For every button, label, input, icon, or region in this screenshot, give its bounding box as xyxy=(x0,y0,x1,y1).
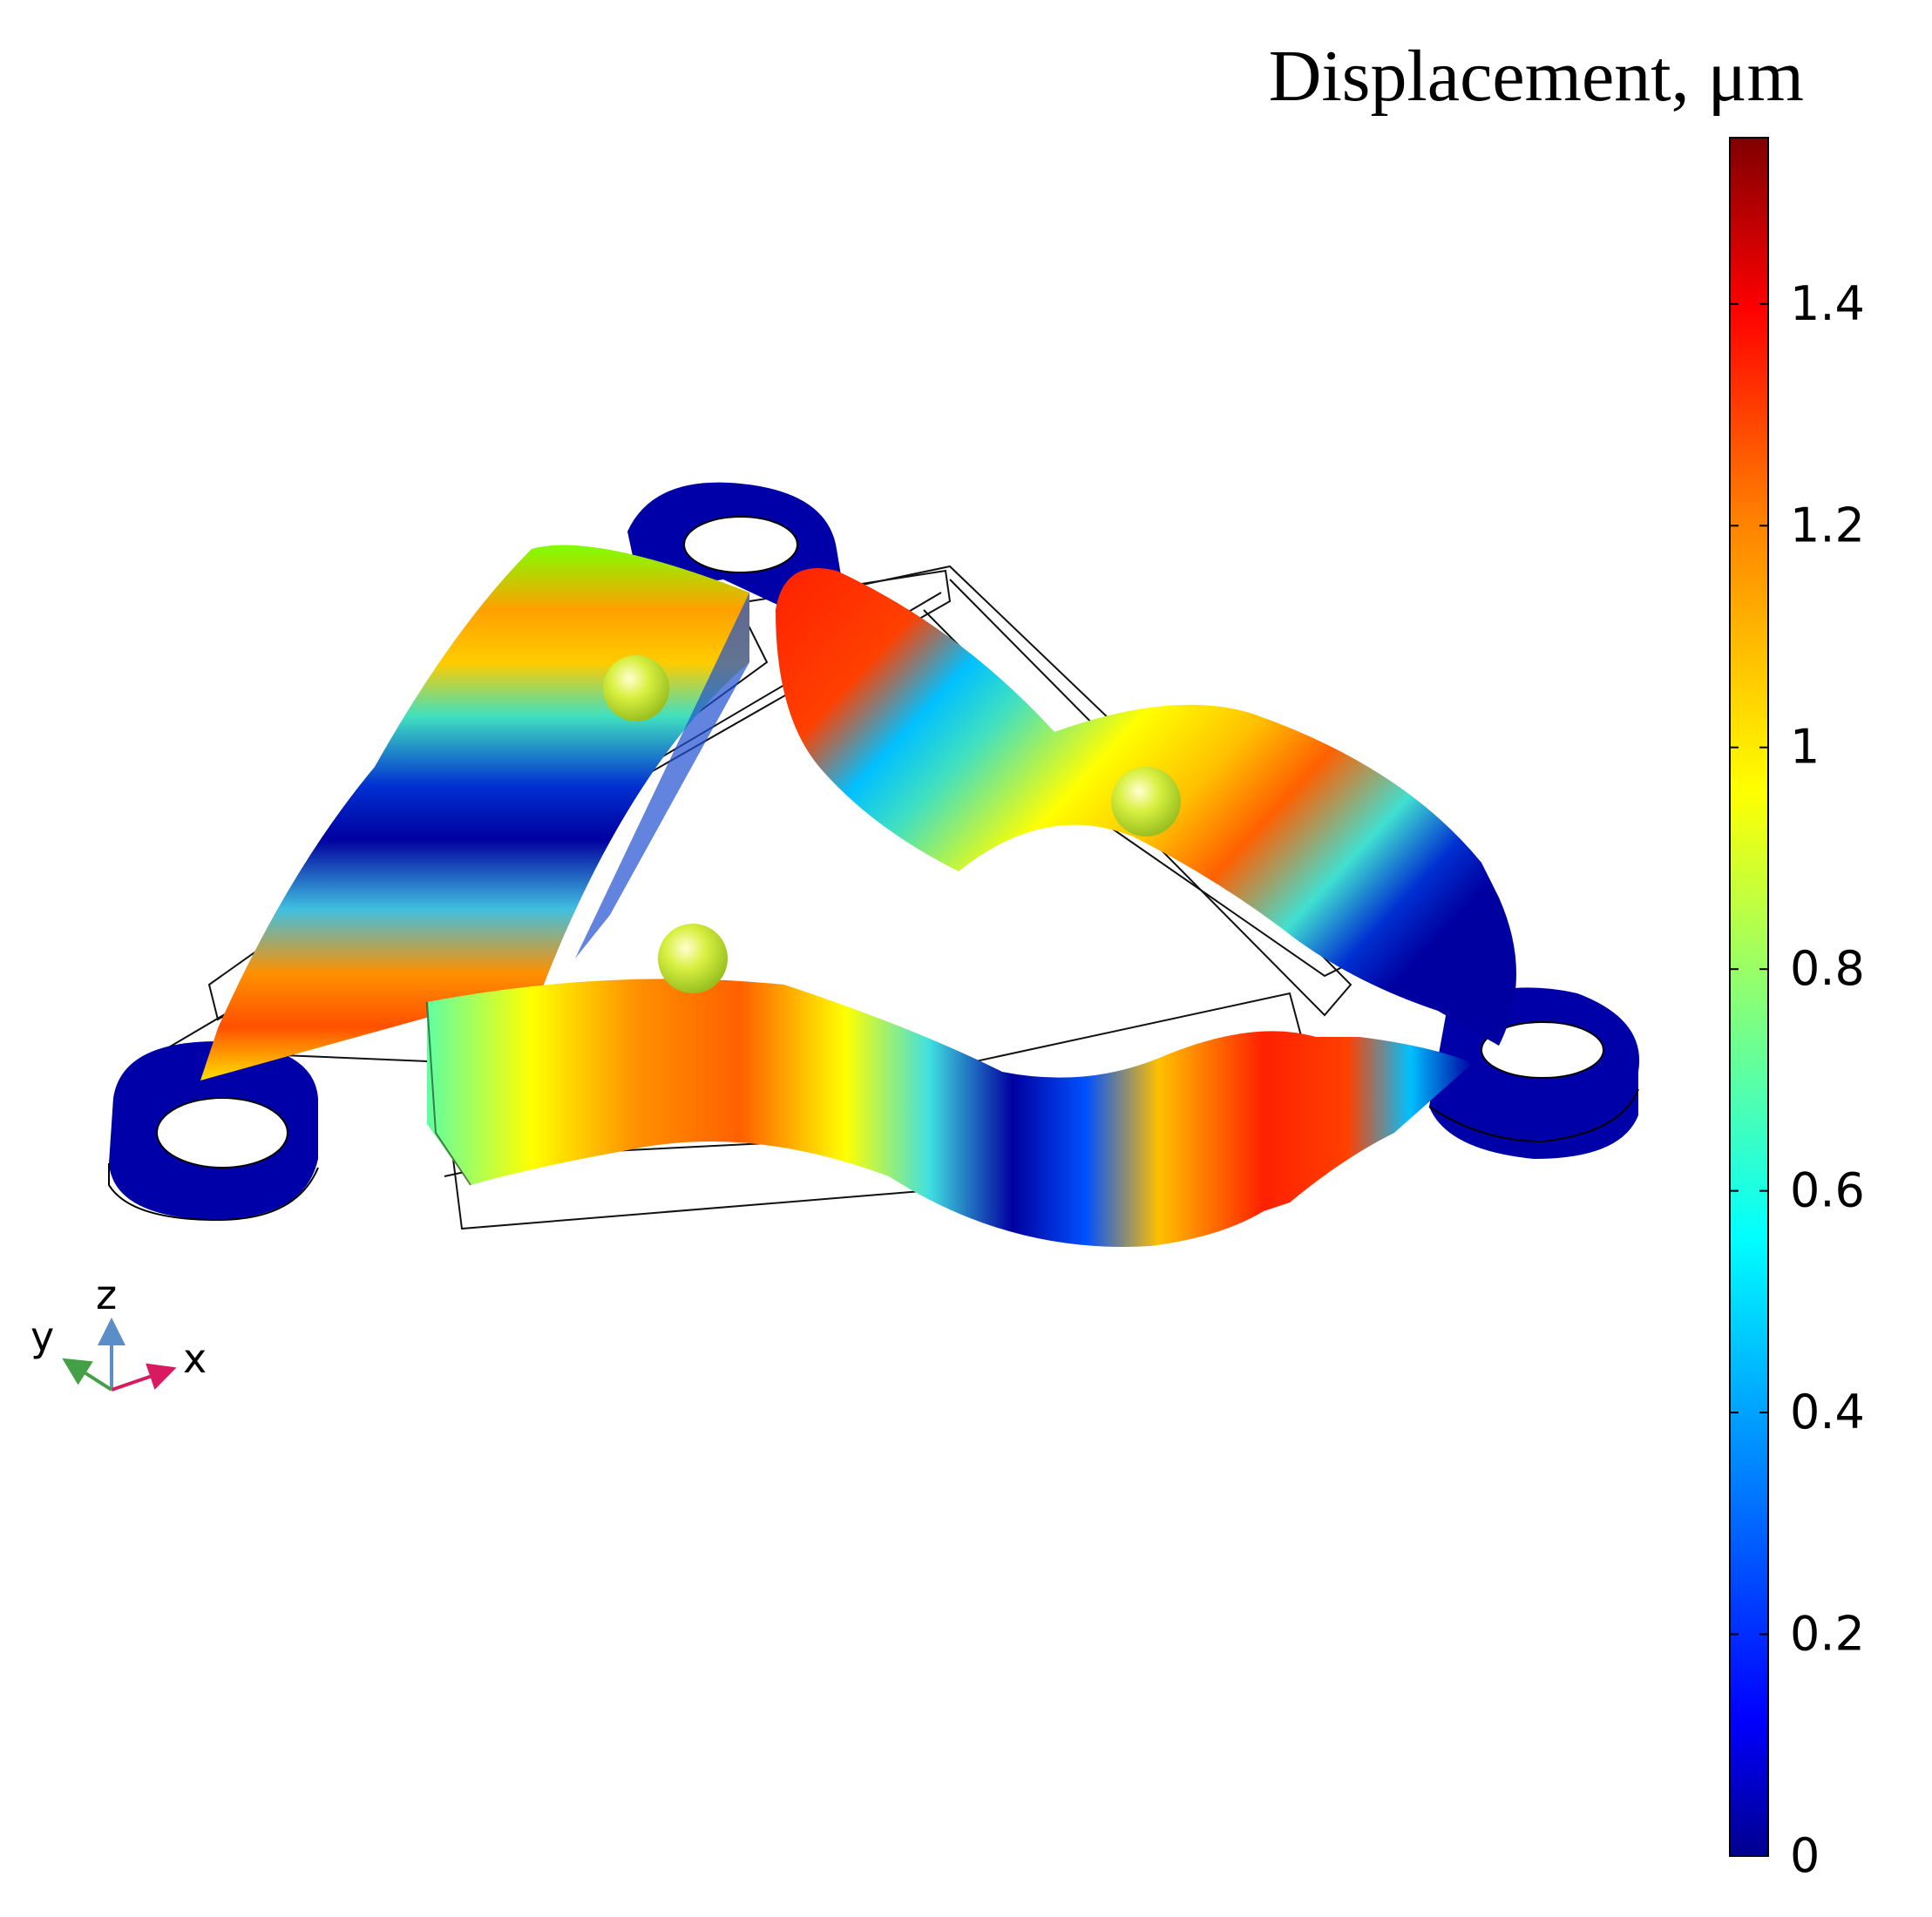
bottom-beam xyxy=(427,979,1473,1247)
x-axis-label: x xyxy=(183,1335,207,1382)
mass-sphere-left xyxy=(603,655,669,721)
tripod-model xyxy=(108,482,1640,1247)
colorbar-tick-label: 0.8 xyxy=(1790,941,1865,996)
colorbar-tick-label: 1 xyxy=(1790,720,1820,775)
colorbar-tick-label: 0.2 xyxy=(1790,1607,1865,1662)
colorbar-title: Displacement, μm xyxy=(1269,36,1804,117)
right-hole xyxy=(1481,1021,1604,1079)
mass-sphere-right xyxy=(1111,767,1181,837)
axes-triad: z x y xyxy=(31,1271,207,1392)
x-axis-arrow xyxy=(111,1363,177,1392)
colorbar-tick-label: 0 xyxy=(1790,1828,1820,1883)
colorbar: Displacement, μm 0 0.2 0.4 0.6 0.8 1 1.2 1.4 xyxy=(1269,36,1865,1883)
z-axis-label: z xyxy=(96,1271,117,1318)
top-hole xyxy=(683,516,798,573)
y-axis-arrow xyxy=(62,1358,113,1392)
mass-sphere-bottom xyxy=(658,924,728,993)
left-hole xyxy=(156,1097,288,1168)
colorbar-ticks: 0 0.2 0.4 0.6 0.8 1 1.2 1.4 xyxy=(1730,276,1865,1883)
colorbar-tick-label: 0.4 xyxy=(1790,1385,1865,1439)
colorbar-tick-label: 0.6 xyxy=(1790,1163,1865,1218)
colorbar-tick-label: 1.4 xyxy=(1790,276,1865,331)
colorbar-gradient xyxy=(1729,137,1769,1857)
colorbar-tick-label: 1.2 xyxy=(1790,498,1865,552)
y-axis-label: y xyxy=(31,1313,54,1360)
